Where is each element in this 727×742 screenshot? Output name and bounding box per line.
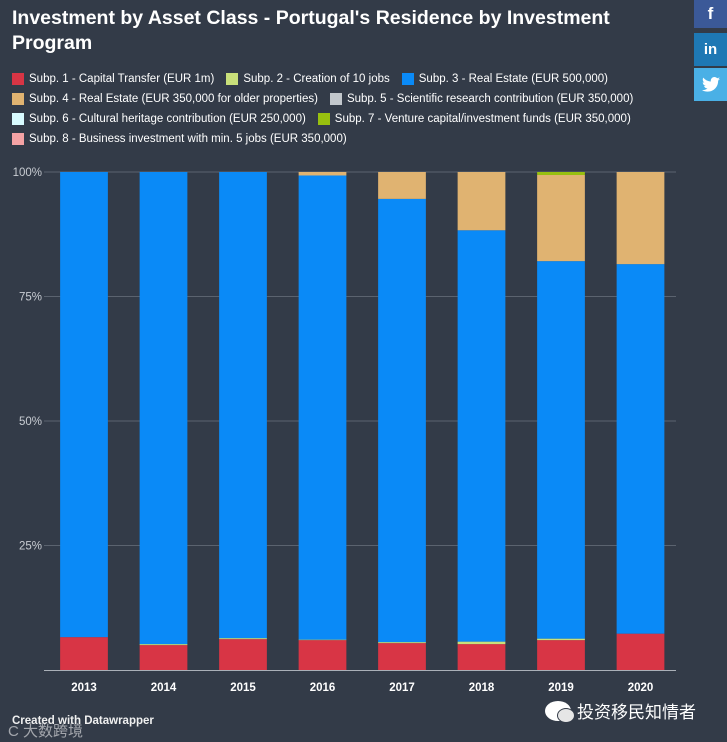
- legend-swatch: [329, 93, 342, 105]
- x-tick-label: 2020: [628, 682, 654, 694]
- bar-segment: [537, 174, 585, 262]
- bar-segment: [616, 172, 665, 265]
- wechat-watermark: 投资移民知情者: [545, 698, 696, 723]
- legend-label: Subp. 8 - Business investment with min. …: [29, 133, 347, 145]
- bar-segment: [139, 645, 188, 670]
- legend-label: Subp. 4 - Real Estate (EUR 350,000 for o…: [29, 93, 318, 105]
- bar-segment: [537, 261, 585, 639]
- legend-item: Subp. 4 - Real Estate (EUR 350,000 for o…: [12, 92, 318, 106]
- bar-segment: [219, 639, 267, 670]
- legend-swatch: [226, 73, 239, 85]
- legend-item: Subp. 6 - Cultural heritage contribution…: [12, 112, 306, 126]
- bar-segment: [219, 172, 267, 639]
- bar-segment: [139, 172, 188, 645]
- bar-segment: [378, 643, 426, 670]
- bar-segment: [537, 640, 585, 670]
- bar-segment: [139, 644, 188, 646]
- legend-item: Subp. 8 - Business investment with min. …: [12, 132, 347, 146]
- legend-item: Subp. 2 - Creation of 10 jobs: [226, 72, 390, 86]
- legend-label: Subp. 2 - Creation of 10 jobs: [243, 73, 390, 85]
- legend-swatch: [401, 73, 414, 85]
- legend-item: Subp. 3 - Real Estate (EUR 500,000): [401, 72, 608, 86]
- x-tick-label: 2013: [71, 682, 97, 694]
- x-tick-label: 2018: [469, 682, 495, 694]
- facebook-share-button[interactable]: f: [694, 0, 727, 28]
- legend-item: Subp. 1 - Capital Transfer (EUR 1m): [12, 72, 214, 86]
- chart-title: Investment by Asset Class - Portugal's R…: [12, 7, 610, 54]
- y-tick-label: 25%: [19, 541, 42, 553]
- bar-segment: [298, 172, 347, 176]
- bar-segment: [378, 642, 426, 644]
- twitter-icon: [701, 77, 720, 92]
- watermark-left: C 大数跨境: [8, 723, 84, 740]
- chart-legend: Subp. 1 - Capital Transfer (EUR 1m) Subp…: [12, 72, 672, 146]
- y-tick-label: 75%: [19, 292, 42, 304]
- social-share-bar: f in: [694, 0, 727, 101]
- bar-segment: [298, 640, 347, 670]
- legend-label: Subp. 3 - Real Estate (EUR 500,000): [418, 73, 608, 85]
- linkedin-share-button[interactable]: in: [694, 33, 727, 66]
- legend-label: Subp. 7 - Venture capital/investment fun…: [334, 113, 631, 125]
- legend-item: Subp. 5 - Scientific research contributi…: [329, 92, 634, 106]
- legend-label: Subp. 1 - Capital Transfer (EUR 1m): [29, 73, 215, 85]
- bar-segment: [60, 172, 108, 638]
- legend-swatch: [12, 93, 24, 105]
- bar-segment: [616, 633, 665, 670]
- legend-swatch: [12, 113, 24, 125]
- bar-segment: [378, 198, 426, 643]
- bar-segment: [457, 230, 506, 642]
- y-tick-label: 100%: [13, 167, 42, 179]
- bar-segment: [457, 641, 506, 645]
- bar-segment: [537, 172, 585, 175]
- wechat-account-name: 投资移民知情者: [577, 703, 696, 722]
- legend-swatch: [317, 113, 330, 125]
- legend-swatch: [12, 133, 24, 145]
- y-tick-label: 50%: [19, 416, 42, 428]
- twitter-share-button[interactable]: [694, 68, 727, 101]
- legend-item: Subp. 7 - Venture capital/investment fun…: [317, 112, 631, 126]
- x-tick-label: 2019: [548, 682, 574, 694]
- datawrapper-credit[interactable]: Created with Datawrapper: [12, 715, 154, 727]
- x-tick-label: 2014: [151, 682, 177, 694]
- bar-segment: [537, 638, 585, 641]
- legend-swatch: [12, 73, 24, 85]
- bar-segment: [457, 644, 506, 670]
- bar-segment: [219, 638, 267, 640]
- bar-segment: [378, 172, 426, 199]
- legend-label: Subp. 5 - Scientific research contributi…: [346, 93, 634, 105]
- bar-segment: [298, 639, 347, 641]
- wechat-icon: [545, 700, 575, 723]
- x-tick-label: 2017: [389, 682, 415, 694]
- bar-segment: [298, 175, 347, 640]
- x-tick-label: 2016: [310, 682, 336, 694]
- linkedin-icon: in: [703, 41, 718, 58]
- facebook-icon: f: [707, 4, 714, 23]
- legend-label: Subp. 6 - Cultural heritage contribution…: [29, 113, 306, 125]
- bar-segment: [616, 264, 665, 634]
- bar-segment: [60, 637, 108, 670]
- bar-segment: [457, 172, 506, 231]
- x-tick-label: 2015: [230, 682, 256, 694]
